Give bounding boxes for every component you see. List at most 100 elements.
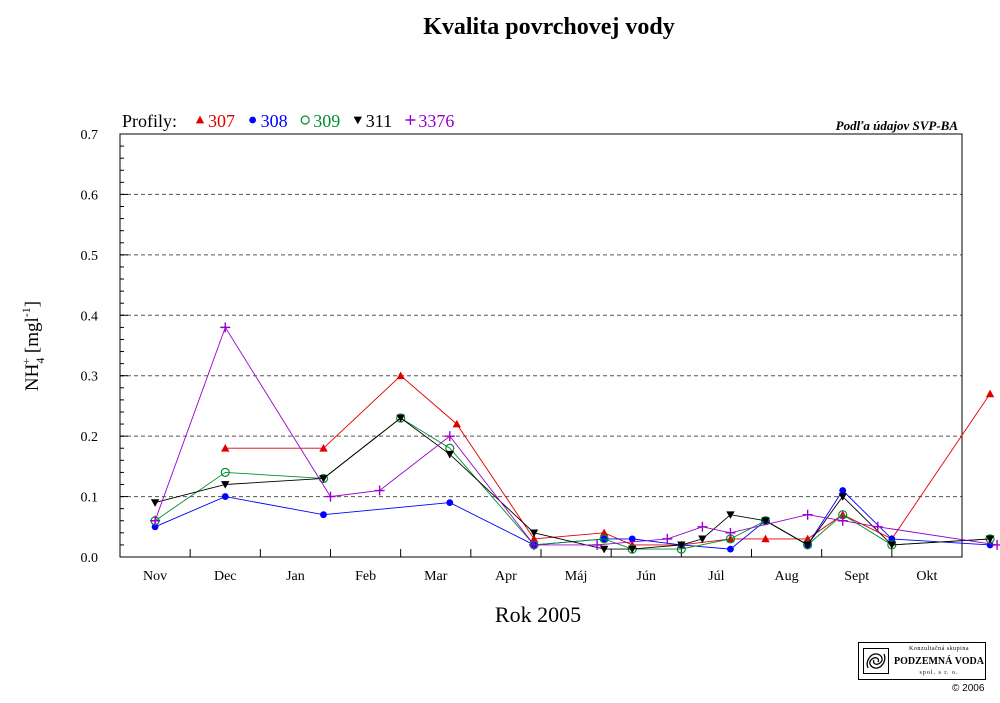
- data-point-311: [761, 517, 770, 525]
- y-tick-label: 0.7: [81, 128, 99, 143]
- series-307: [221, 371, 995, 549]
- data-point-3376: [150, 515, 161, 526]
- legend-label-3376: 3376: [418, 111, 454, 131]
- logo-company-name: PODZEMNÁ VODA: [894, 656, 984, 667]
- legend-item-308: 308: [249, 111, 288, 131]
- series-309: [150, 413, 995, 554]
- y-tick-label: 0.5: [81, 249, 99, 264]
- data-point-308: [727, 545, 734, 553]
- legend-item-3376: 3376: [405, 111, 454, 131]
- data-point-311: [599, 545, 609, 554]
- data-point-3376: [697, 521, 708, 532]
- legend-marker-309: [300, 115, 310, 125]
- x-tick-label: Mar: [424, 569, 448, 584]
- data-point-307: [396, 371, 405, 380]
- data-point-3376: [325, 491, 336, 502]
- legend-item-311: 311: [353, 111, 392, 131]
- data-point-311: [726, 511, 735, 519]
- logo-emblem-icon: [863, 648, 889, 674]
- x-tick-label: Máj: [565, 569, 588, 584]
- x-axis-label: Rok 2005: [495, 602, 581, 627]
- legend-label-308: 308: [261, 111, 288, 131]
- data-point-311: [628, 545, 637, 554]
- series-line-311: [154, 417, 991, 550]
- data-point-307: [452, 419, 461, 428]
- data-point-311: [529, 529, 539, 538]
- data-point-308: [221, 493, 229, 500]
- data-point-3376: [374, 485, 385, 496]
- data-point-308: [446, 499, 454, 507]
- legend-label-309: 309: [313, 111, 340, 131]
- data-point-308: [888, 535, 896, 543]
- legend-prefix: Profily:: [122, 111, 177, 131]
- data-point-311: [803, 541, 812, 550]
- x-tick-label: Aug: [775, 569, 799, 584]
- y-tick-label: 0.6: [81, 188, 99, 203]
- data-point-311: [838, 493, 847, 501]
- series-line-3376: [154, 326, 998, 546]
- x-tick-label: Nov: [143, 569, 167, 584]
- logo-bottom-text: spol. s r. o.: [919, 670, 959, 676]
- series-line-309: [154, 417, 991, 550]
- y-tick-label: 0.0: [81, 551, 99, 566]
- legend-marker-307: [195, 115, 205, 124]
- y-tick-label: 0.1: [81, 491, 99, 506]
- series-line-308: [154, 489, 991, 550]
- series-layer: [150, 322, 1000, 554]
- y-tick-label: 0.2: [81, 430, 99, 445]
- series-308: [151, 487, 994, 553]
- x-tick-label: Apr: [495, 569, 517, 584]
- data-point-307: [221, 444, 230, 452]
- x-tick-label: Dec: [214, 569, 237, 584]
- data-point-311: [887, 541, 897, 550]
- copyright: © 2006: [952, 683, 985, 694]
- data-point-308: [151, 523, 159, 531]
- x-axis: Nov Dec Jan Feb Mar Apr Máj Jún Júl Aug Sept Okt: [143, 549, 938, 584]
- data-point-311: [319, 475, 328, 483]
- data-point-307: [599, 528, 609, 537]
- series-3376: [150, 322, 1000, 550]
- data-point-3376: [872, 521, 883, 532]
- legend: Profily: 307 308 309 311 3376: [122, 111, 454, 131]
- data-point-307: [803, 534, 812, 543]
- data-point-311: [150, 499, 160, 507]
- data-point-3376: [992, 539, 1000, 550]
- grid-lines: [120, 193, 962, 498]
- series-311: [150, 414, 995, 554]
- legend-item-307: 307: [195, 111, 235, 131]
- data-point-309: [599, 534, 609, 544]
- data-point-308: [839, 487, 847, 494]
- data-point-308: [320, 511, 327, 519]
- data-point-3376: [592, 539, 603, 550]
- data-point-311: [445, 450, 454, 459]
- data-point-311: [677, 541, 686, 550]
- data-point-3376: [802, 509, 813, 520]
- data-point-3376: [528, 539, 539, 550]
- y-axis: 0.0 0.1 0.2 0.3 0.4 0.5 0.6 0.7: [81, 128, 128, 566]
- logo-top-text: Konzultačná skupina: [909, 646, 969, 652]
- data-point-307: [529, 534, 539, 543]
- y-tick-label: 0.4: [81, 309, 99, 324]
- data-point-3376: [220, 322, 231, 333]
- legend-label-307: 307: [208, 111, 235, 131]
- y-tick-label: 0.3: [81, 370, 99, 385]
- data-point-311: [698, 535, 707, 544]
- data-point-3376: [444, 431, 455, 442]
- x-tick-label: Feb: [355, 569, 376, 584]
- data-point-3376: [837, 515, 848, 526]
- data-point-311: [221, 481, 230, 489]
- y-axis-label: NH4+ [mgl-1]: [19, 301, 47, 391]
- legend-item-309: 309: [300, 111, 340, 131]
- x-tick-label: Júl: [708, 569, 724, 584]
- data-point-307: [985, 389, 995, 398]
- data-point-3376: [662, 533, 673, 544]
- legend-marker-3376: [405, 115, 416, 125]
- data-point-309: [220, 467, 230, 477]
- data-point-311: [396, 414, 405, 423]
- x-tick-label: Jan: [286, 569, 305, 584]
- company-logo: Konzultačná skupina PODZEMNÁ VODA spol. …: [858, 642, 986, 680]
- x-tick-label: Okt: [916, 569, 937, 584]
- data-point-308: [628, 535, 636, 543]
- series-line-307: [225, 375, 991, 546]
- data-point-311: [985, 535, 995, 544]
